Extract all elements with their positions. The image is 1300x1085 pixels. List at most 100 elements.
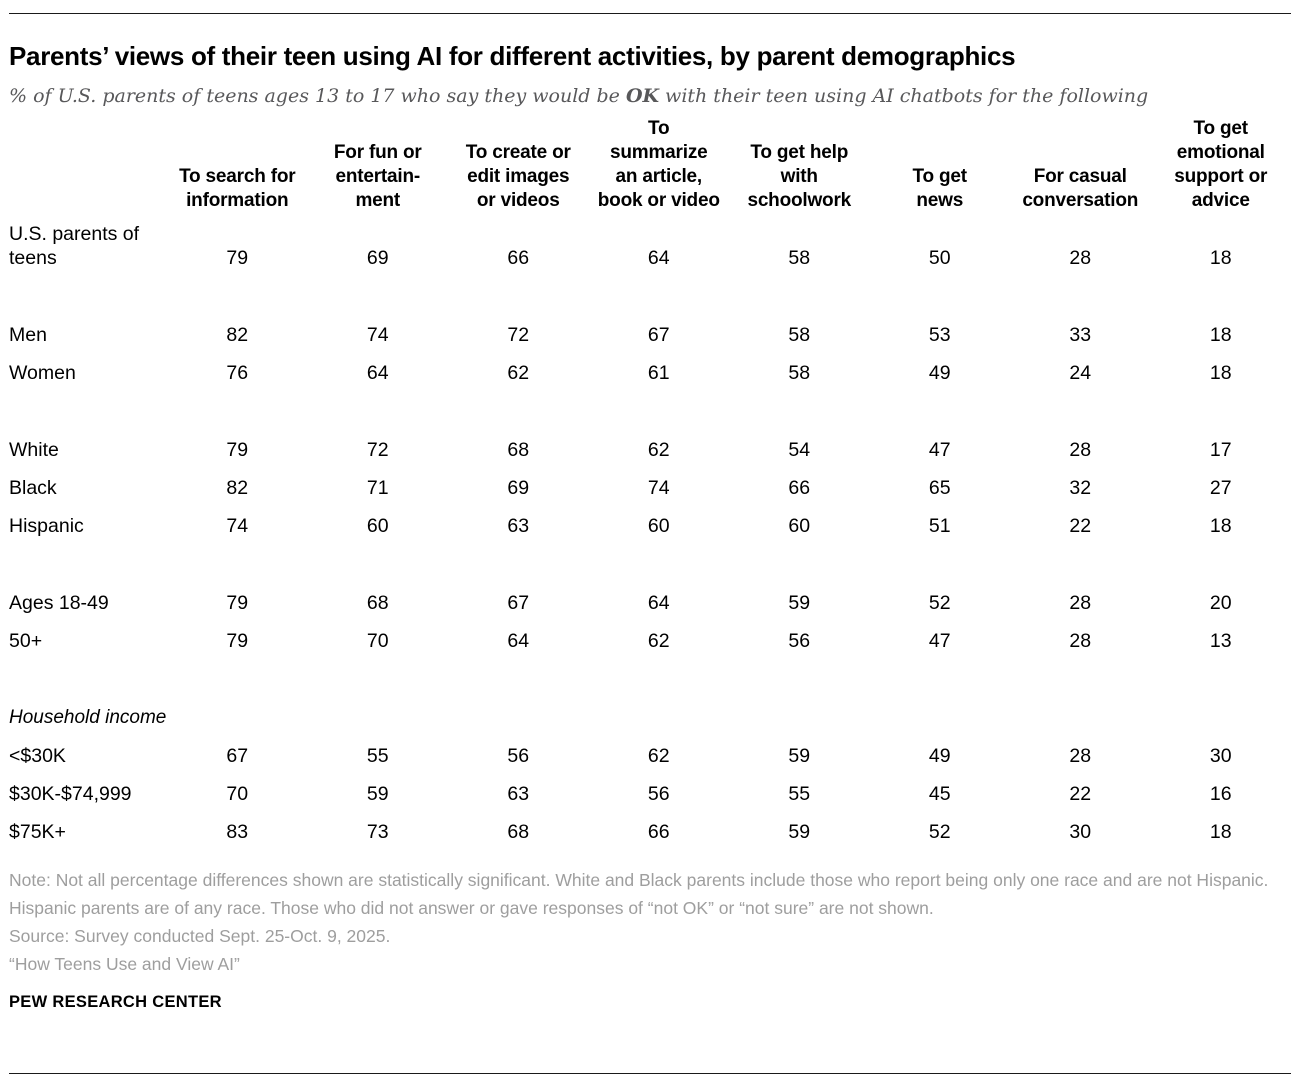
value-cell: 52 bbox=[928, 592, 951, 614]
value-cell: 18 bbox=[1209, 362, 1232, 384]
bottom-rule bbox=[9, 1073, 1291, 1074]
table-row: Ages 18-49 79 68 67 64 59 52 28 20 bbox=[9, 584, 1291, 622]
value-cell: 82 bbox=[226, 324, 249, 346]
table-row: Hispanic 74 60 63 60 60 51 22 18 bbox=[9, 507, 1291, 545]
group-spacer bbox=[9, 660, 1291, 699]
value-cell: 49 bbox=[928, 745, 951, 767]
value-cell: 79 bbox=[226, 247, 249, 269]
section-header-row: Household income bbox=[9, 699, 1291, 737]
value-cell: 65 bbox=[928, 477, 951, 499]
value-cell: 45 bbox=[928, 783, 951, 805]
column-header: To get help with schoolwork bbox=[747, 142, 852, 211]
value-cell: 54 bbox=[788, 439, 811, 461]
value-cell: 67 bbox=[226, 745, 249, 767]
row-label-column-header bbox=[9, 117, 167, 222]
note-text: Note: Not all percentage differences sho… bbox=[9, 870, 1269, 918]
value-cell: 70 bbox=[226, 783, 249, 805]
table-row: Women 76 64 62 61 58 49 24 18 bbox=[9, 354, 1291, 392]
value-cell: 64 bbox=[647, 592, 670, 614]
value-cell: 72 bbox=[507, 324, 530, 346]
group-spacer bbox=[9, 392, 1291, 431]
value-cell: 58 bbox=[788, 324, 811, 346]
table-row: Black 82 71 69 74 66 65 32 27 bbox=[9, 469, 1291, 507]
value-cell: 60 bbox=[788, 515, 811, 537]
value-cell: 66 bbox=[788, 477, 811, 499]
value-cell: 74 bbox=[366, 324, 389, 346]
row-label: Women bbox=[9, 362, 76, 384]
pew-research-center-wordmark: PEW RESEARCH CENTER bbox=[9, 993, 222, 1011]
table-row: $75K+ 83 73 68 66 59 52 30 18 bbox=[9, 813, 1291, 851]
column-header: To summarize an article, book or video bbox=[597, 118, 720, 211]
group-spacer-cell bbox=[9, 277, 1291, 316]
value-cell: 82 bbox=[226, 477, 249, 499]
value-cell: 66 bbox=[507, 247, 530, 269]
group-spacer bbox=[9, 545, 1291, 584]
chart-title: Parents’ views of their teen using AI fo… bbox=[9, 41, 1016, 71]
row-label: 50+ bbox=[9, 630, 43, 652]
value-cell: 18 bbox=[1209, 247, 1232, 269]
value-cell: 61 bbox=[647, 362, 670, 384]
value-cell: 68 bbox=[366, 592, 389, 614]
value-cell: 74 bbox=[226, 515, 249, 537]
value-cell: 32 bbox=[1069, 477, 1092, 499]
row-label: Black bbox=[9, 477, 57, 499]
subtitle-prefix: % of U.S. parents of teens ages 13 to 17… bbox=[9, 85, 626, 107]
column-header: To search for information bbox=[179, 166, 296, 211]
value-cell: 24 bbox=[1069, 362, 1092, 384]
report-title-text: “How Teens Use and View AI” bbox=[9, 954, 240, 974]
row-label: U.S. parents of teens bbox=[9, 223, 140, 269]
group-spacer bbox=[9, 277, 1291, 316]
value-cell: 18 bbox=[1209, 515, 1232, 537]
value-cell: 28 bbox=[1069, 247, 1092, 269]
value-cell: 79 bbox=[226, 592, 249, 614]
value-cell: 76 bbox=[226, 362, 249, 384]
table-body: U.S. parents of teens 79 69 66 64 58 50 28 18 Men… bbox=[9, 222, 1291, 851]
value-cell: 68 bbox=[507, 439, 530, 461]
value-cell: 63 bbox=[507, 783, 530, 805]
value-cell: 59 bbox=[366, 783, 389, 805]
value-cell: 22 bbox=[1069, 783, 1092, 805]
column-header: To get news bbox=[912, 166, 968, 211]
value-cell: 63 bbox=[507, 515, 530, 537]
table-row: <$30K 67 55 56 62 59 49 28 30 bbox=[9, 737, 1291, 775]
value-cell: 13 bbox=[1209, 630, 1232, 652]
value-cell: 28 bbox=[1069, 745, 1092, 767]
value-cell: 28 bbox=[1069, 592, 1092, 614]
row-label: Hispanic bbox=[9, 515, 84, 537]
table-row: Men 82 74 72 67 58 53 33 18 bbox=[9, 316, 1291, 354]
value-cell: 69 bbox=[507, 477, 530, 499]
footnotes: Note: Not all percentage differences sho… bbox=[9, 866, 1291, 978]
row-label: Ages 18-49 bbox=[9, 592, 109, 614]
value-cell: 64 bbox=[647, 247, 670, 269]
value-cell: 49 bbox=[928, 362, 951, 384]
value-cell: 72 bbox=[366, 439, 389, 461]
table-row: 50+ 79 70 64 62 56 47 28 13 bbox=[9, 622, 1291, 660]
value-cell: 18 bbox=[1209, 821, 1232, 843]
table-row: U.S. parents of teens 79 69 66 64 58 50 28 18 bbox=[9, 222, 1291, 277]
section-header-label: Household income bbox=[9, 707, 167, 728]
value-cell: 47 bbox=[928, 630, 951, 652]
row-label: $30K-$74,999 bbox=[9, 783, 132, 805]
table-row: White 79 72 68 62 54 47 28 17 bbox=[9, 431, 1291, 469]
value-cell: 62 bbox=[647, 439, 670, 461]
value-cell: 30 bbox=[1209, 745, 1232, 767]
table-row: $30K-$74,999 70 59 63 56 55 45 22 16 bbox=[9, 775, 1291, 813]
value-cell: 59 bbox=[788, 592, 811, 614]
value-cell: 60 bbox=[366, 515, 389, 537]
value-cell: 58 bbox=[788, 247, 811, 269]
value-cell: 53 bbox=[928, 324, 951, 346]
value-cell: 28 bbox=[1069, 439, 1092, 461]
value-cell: 70 bbox=[366, 630, 389, 652]
column-header: For casual conversation bbox=[1022, 166, 1139, 211]
row-label: <$30K bbox=[9, 745, 66, 767]
value-cell: 73 bbox=[366, 821, 389, 843]
row-label: Men bbox=[9, 324, 47, 346]
table-header: To search for information For fun or ent… bbox=[9, 117, 1291, 222]
value-cell: 56 bbox=[788, 630, 811, 652]
data-table: To search for information For fun or ent… bbox=[9, 117, 1291, 851]
value-cell: 51 bbox=[928, 515, 951, 537]
value-cell: 55 bbox=[366, 745, 389, 767]
value-cell: 62 bbox=[647, 745, 670, 767]
source-text: Source: Survey conducted Sept. 25-Oct. 9… bbox=[9, 926, 391, 946]
value-cell: 83 bbox=[226, 821, 249, 843]
